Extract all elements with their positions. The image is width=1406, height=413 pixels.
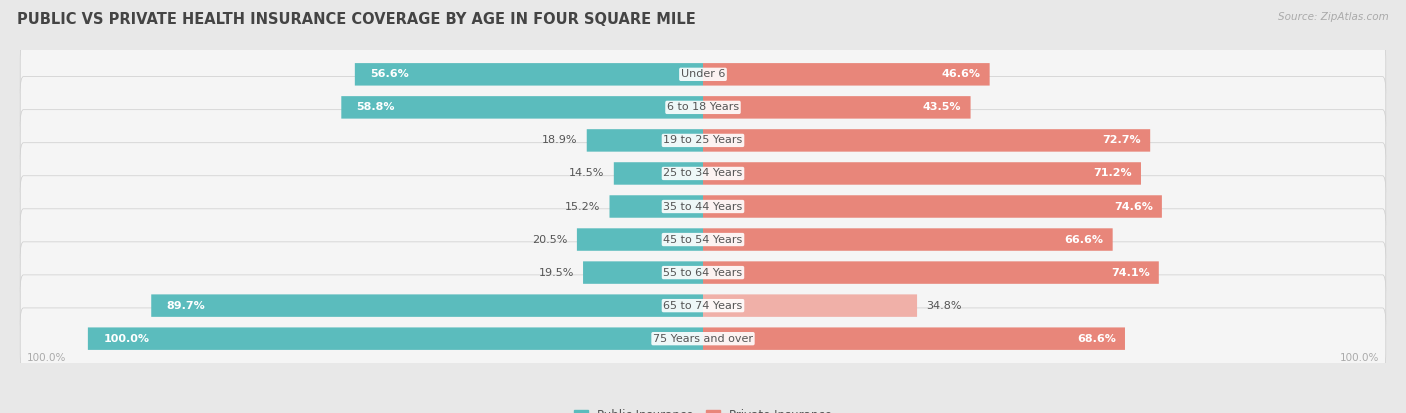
Text: 65 to 74 Years: 65 to 74 Years xyxy=(664,301,742,311)
Text: 75 Years and over: 75 Years and over xyxy=(652,334,754,344)
FancyBboxPatch shape xyxy=(583,261,703,284)
Text: 25 to 34 Years: 25 to 34 Years xyxy=(664,169,742,178)
Text: 55 to 64 Years: 55 to 64 Years xyxy=(664,268,742,278)
Text: 34.8%: 34.8% xyxy=(927,301,962,311)
Text: 15.2%: 15.2% xyxy=(565,202,600,211)
Text: 20.5%: 20.5% xyxy=(533,235,568,244)
Text: 18.9%: 18.9% xyxy=(543,135,578,145)
FancyBboxPatch shape xyxy=(610,195,703,218)
Text: PUBLIC VS PRIVATE HEALTH INSURANCE COVERAGE BY AGE IN FOUR SQUARE MILE: PUBLIC VS PRIVATE HEALTH INSURANCE COVER… xyxy=(17,12,696,27)
FancyBboxPatch shape xyxy=(152,294,703,317)
Text: 19.5%: 19.5% xyxy=(538,268,574,278)
Text: 46.6%: 46.6% xyxy=(942,69,980,79)
Text: 66.6%: 66.6% xyxy=(1064,235,1104,244)
Text: 6 to 18 Years: 6 to 18 Years xyxy=(666,102,740,112)
Text: Source: ZipAtlas.com: Source: ZipAtlas.com xyxy=(1278,12,1389,22)
FancyBboxPatch shape xyxy=(703,294,917,317)
FancyBboxPatch shape xyxy=(703,96,970,119)
Text: 58.8%: 58.8% xyxy=(357,102,395,112)
Text: 71.2%: 71.2% xyxy=(1092,169,1132,178)
Legend: Public Insurance, Private Insurance: Public Insurance, Private Insurance xyxy=(569,404,837,413)
Text: 72.7%: 72.7% xyxy=(1102,135,1142,145)
FancyBboxPatch shape xyxy=(20,143,1386,204)
FancyBboxPatch shape xyxy=(703,328,1125,350)
FancyBboxPatch shape xyxy=(576,228,703,251)
FancyBboxPatch shape xyxy=(20,308,1386,369)
FancyBboxPatch shape xyxy=(20,242,1386,303)
Text: 56.6%: 56.6% xyxy=(370,69,409,79)
Text: 35 to 44 Years: 35 to 44 Years xyxy=(664,202,742,211)
FancyBboxPatch shape xyxy=(703,129,1150,152)
Text: 68.6%: 68.6% xyxy=(1077,334,1116,344)
FancyBboxPatch shape xyxy=(703,261,1159,284)
FancyBboxPatch shape xyxy=(20,44,1386,105)
Text: 19 to 25 Years: 19 to 25 Years xyxy=(664,135,742,145)
FancyBboxPatch shape xyxy=(703,228,1112,251)
FancyBboxPatch shape xyxy=(703,63,990,85)
FancyBboxPatch shape xyxy=(20,77,1386,138)
Text: Under 6: Under 6 xyxy=(681,69,725,79)
FancyBboxPatch shape xyxy=(20,176,1386,237)
FancyBboxPatch shape xyxy=(20,110,1386,171)
Text: 74.6%: 74.6% xyxy=(1114,202,1153,211)
FancyBboxPatch shape xyxy=(342,96,703,119)
Text: 100.0%: 100.0% xyxy=(1340,353,1379,363)
Text: 89.7%: 89.7% xyxy=(166,301,205,311)
Text: 45 to 54 Years: 45 to 54 Years xyxy=(664,235,742,244)
Text: 100.0%: 100.0% xyxy=(27,353,66,363)
FancyBboxPatch shape xyxy=(20,209,1386,270)
FancyBboxPatch shape xyxy=(354,63,703,85)
FancyBboxPatch shape xyxy=(703,162,1142,185)
FancyBboxPatch shape xyxy=(614,162,703,185)
Text: 100.0%: 100.0% xyxy=(103,334,149,344)
Text: 43.5%: 43.5% xyxy=(922,102,962,112)
FancyBboxPatch shape xyxy=(20,275,1386,336)
FancyBboxPatch shape xyxy=(87,328,703,350)
Text: 74.1%: 74.1% xyxy=(1111,268,1150,278)
FancyBboxPatch shape xyxy=(586,129,703,152)
FancyBboxPatch shape xyxy=(703,195,1161,218)
Text: 14.5%: 14.5% xyxy=(569,169,605,178)
